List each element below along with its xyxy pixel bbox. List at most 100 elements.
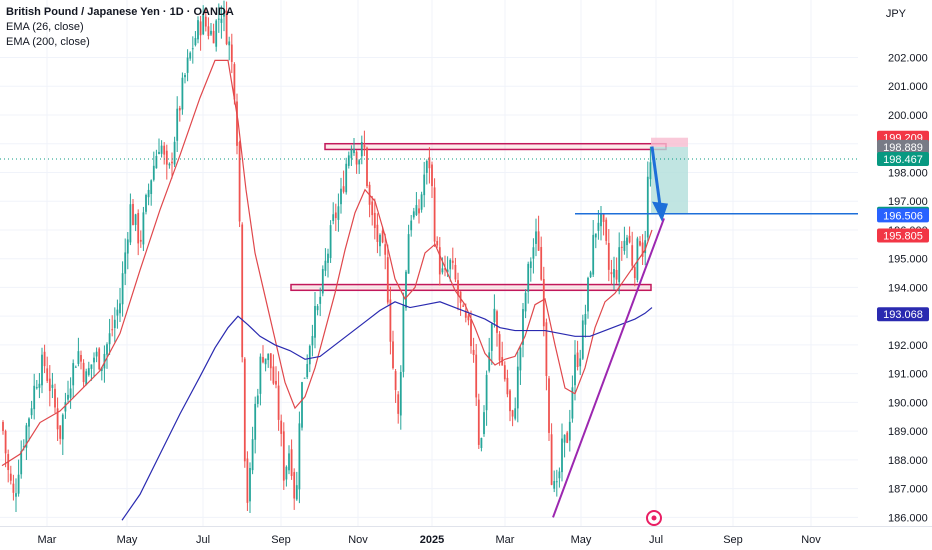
- price-badge: [877, 307, 929, 322]
- candle-body: [59, 425, 62, 439]
- candle-body: [152, 165, 155, 180]
- candle-body: [95, 351, 98, 357]
- candle-body: [186, 57, 189, 73]
- candle-body: [587, 277, 589, 312]
- candle-body: [436, 240, 439, 246]
- candle-body: [516, 366, 519, 409]
- price-badge: [877, 139, 929, 154]
- candle-body: [493, 308, 496, 323]
- candle-body: [457, 280, 459, 296]
- candle-body: [353, 148, 355, 154]
- price-badge-label: 198.889: [883, 142, 923, 154]
- candle-body: [142, 212, 145, 245]
- candle-body: [17, 474, 20, 494]
- candle-body: [485, 374, 488, 411]
- candle-body: [314, 305, 316, 338]
- x-tick-label: Mar: [496, 534, 515, 546]
- x-tick-label: May: [117, 534, 138, 546]
- candle-body: [386, 257, 389, 303]
- candle-body: [636, 238, 639, 280]
- candle-body: [194, 38, 197, 46]
- candle-body: [155, 155, 158, 169]
- candle-body: [397, 394, 400, 414]
- y-tick-label: 187.000: [888, 484, 928, 496]
- ema200-line: [121, 301, 653, 521]
- candle-body: [379, 234, 381, 247]
- candle-body: [61, 414, 64, 440]
- candle-body: [594, 233, 597, 238]
- candle-body: [82, 362, 85, 383]
- candle-body: [215, 20, 218, 47]
- candle-body: [249, 467, 251, 502]
- candle-body: [288, 453, 290, 471]
- candle-body: [139, 239, 142, 242]
- candle-body: [561, 438, 563, 473]
- candle-body: [290, 449, 293, 476]
- candle-body: [121, 273, 124, 305]
- candle-body: [334, 212, 337, 219]
- candle-body: [415, 205, 418, 215]
- candle-body: [389, 299, 392, 342]
- chart-drawings: [0, 146, 858, 518]
- candle-body: [589, 272, 592, 278]
- candle-body: [511, 410, 514, 417]
- candle-body: [150, 180, 153, 195]
- candle-body: [394, 371, 397, 391]
- candle-body: [646, 176, 649, 238]
- candle-body: [623, 240, 626, 251]
- arrow-head: [652, 201, 668, 222]
- ema200-legend[interactable]: EMA (200, close): [6, 36, 90, 48]
- candle-body: [535, 231, 537, 244]
- candle-body: [113, 319, 116, 329]
- candle-body: [483, 412, 485, 435]
- candle-body: [381, 230, 384, 243]
- candle-body: [4, 430, 7, 454]
- ema26-legend[interactable]: EMA (26, close): [6, 21, 84, 33]
- candle-body: [506, 377, 509, 395]
- y-tick-label: 197.000: [888, 196, 928, 208]
- candle-body: [87, 368, 90, 375]
- candle-body: [433, 187, 436, 242]
- currency-label[interactable]: JPY: [885, 8, 906, 20]
- symbol-title[interactable]: British Pound / Japanese Yen · 1D · OAND…: [6, 6, 234, 18]
- candle-body: [48, 378, 51, 392]
- candle-body: [275, 380, 277, 385]
- candle-body: [633, 267, 636, 279]
- candle-body: [610, 272, 613, 275]
- candle-body: [574, 354, 576, 386]
- candle-body: [438, 247, 441, 275]
- candle-body: [293, 472, 296, 499]
- candle-body: [545, 322, 548, 376]
- arrow-shaft: [650, 146, 662, 206]
- candle-body: [412, 211, 415, 218]
- candle-body: [454, 264, 457, 280]
- candle-body: [376, 224, 379, 242]
- candle-body: [480, 438, 483, 448]
- candle-body: [90, 364, 93, 369]
- candle-body: [15, 493, 17, 497]
- candle-body: [522, 309, 524, 345]
- candle-body: [54, 388, 56, 408]
- price-axis: 186.000 187.000 188.000 189.000 190.000 191.0…: [858, 0, 932, 550]
- candle-body: [527, 263, 530, 292]
- candle-body: [462, 305, 465, 307]
- price-badge: [877, 228, 929, 243]
- candle-body: [581, 320, 584, 359]
- candle-body: [178, 107, 181, 111]
- candle-body: [189, 52, 192, 59]
- candle-body: [373, 212, 376, 228]
- ema-lines: [1, 59, 653, 521]
- candle-body: [285, 466, 288, 480]
- candle-body: [158, 151, 160, 154]
- candle-body: [441, 268, 444, 273]
- price-axis-bg: [858, 0, 932, 550]
- candle-body: [475, 354, 478, 398]
- candle-body: [225, 11, 228, 45]
- candle-body: [137, 213, 140, 244]
- candle-body: [337, 206, 340, 220]
- candle-body: [605, 219, 608, 241]
- candle-body: [228, 41, 231, 46]
- y-tick-label: 200.000: [888, 110, 928, 122]
- candle-body: [298, 423, 301, 490]
